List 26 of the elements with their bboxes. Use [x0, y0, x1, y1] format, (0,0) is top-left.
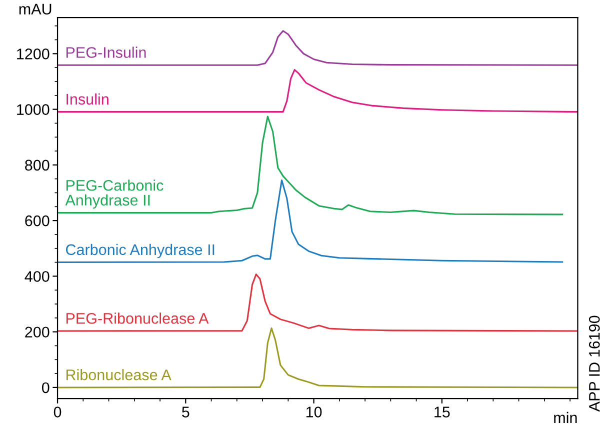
series-label: Ribonuclease A	[66, 369, 172, 380]
line-series	[58, 179, 564, 264]
line-series	[58, 30, 578, 66]
series-label: PEG-Insulin	[66, 46, 146, 58]
series-label: PEG-Carbonic Anhydrase II	[65, 180, 164, 209]
x-axis-title: min	[554, 412, 577, 423]
y-tick-label: 0	[42, 382, 50, 394]
y-tick-label: 1200	[17, 48, 50, 60]
y-tick-label: 600	[25, 215, 50, 226]
line-series	[58, 273, 578, 332]
y-tick-label: 400	[24, 271, 50, 282]
series-label: Insulin	[66, 93, 108, 105]
y-tick-label: 1000	[17, 104, 50, 115]
line-series	[58, 327, 578, 388]
series-label: Carbonic Anhydrase II	[66, 244, 214, 258]
text: APP ID 16190	[588, 316, 600, 412]
line-series	[58, 116, 564, 216]
y-tick-label: 200	[25, 326, 50, 338]
x-tick-label: 10	[306, 406, 322, 418]
y-tick-label: 800	[25, 160, 50, 171]
x-tick-label: 5	[182, 406, 190, 418]
y-axis-title: mAU	[19, 4, 52, 14]
line-series	[58, 69, 578, 113]
x-tick-label: 0	[54, 406, 62, 418]
series-label: PEG-Ribonuclease A	[66, 312, 209, 324]
x-tick-label: 15	[434, 406, 450, 418]
